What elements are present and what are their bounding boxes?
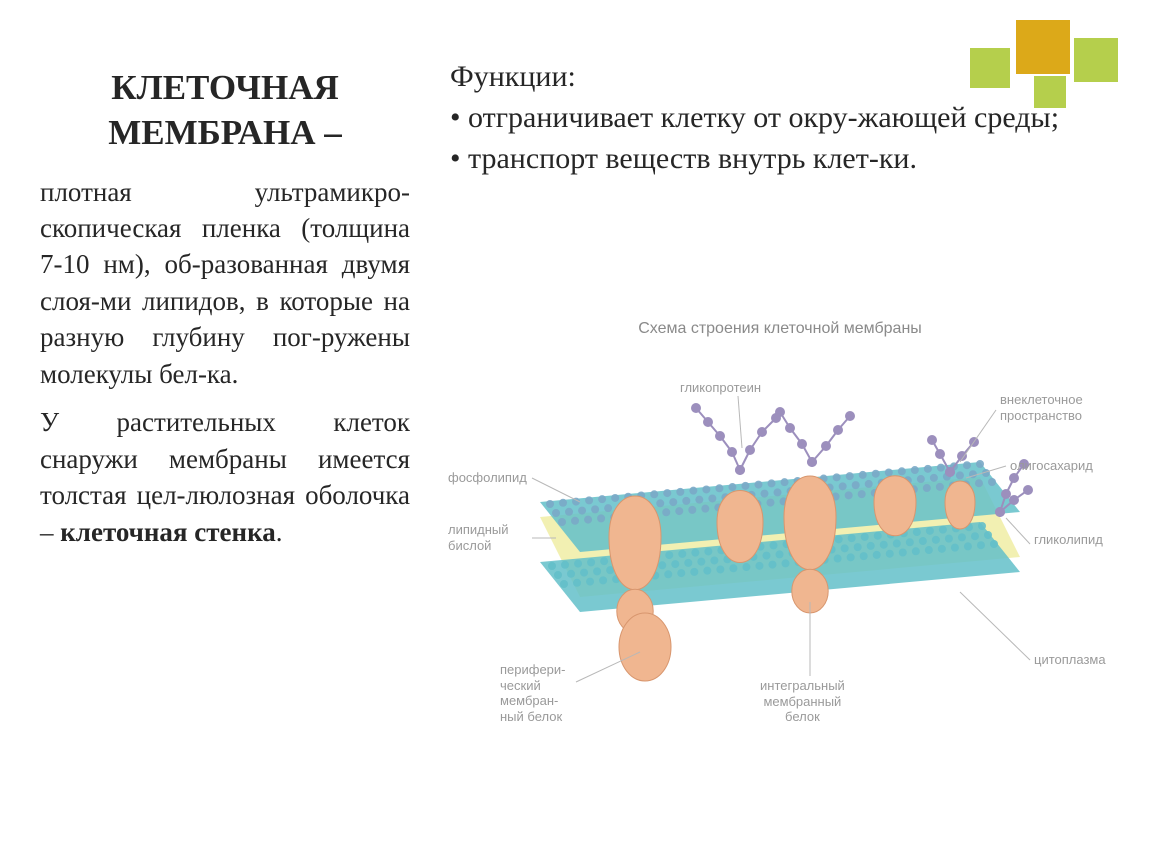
label-cytoplasm: цитоплазма: [1034, 652, 1106, 668]
diagram-container: Схема строения клеточной мембраны фосфол…: [440, 320, 1120, 760]
membrane-diagram: фосфолипид липидныйбислой гликопротеин в…: [440, 352, 1120, 752]
definition-p2: У растительных клеток снаружи мембраны и…: [40, 404, 410, 550]
bullet-1: • отграничивает клетку от окру-жающей ср…: [450, 98, 1110, 139]
diagram-title: Схема строения клеточной мембраны: [440, 320, 1120, 338]
right-column: Функции: • отграничивает клетку от окру-…: [450, 60, 1110, 179]
headline: КЛЕТОЧНАЯ МЕМБРАНА –: [40, 66, 410, 156]
label-peripheral: перифери-ческиймембран-ный белок: [500, 662, 566, 724]
p2-part-c: .: [276, 517, 283, 547]
functions-title: Функции:: [450, 60, 1110, 94]
label-bilayer: липидныйбислой: [448, 522, 509, 553]
label-ext-space: внеклеточноепространство: [1000, 392, 1083, 423]
definition-text: плотная ультрамикро-скопическая пленка (…: [40, 174, 410, 550]
bullet-2: • транспорт веществ внутрь клет-ки.: [450, 139, 1110, 180]
label-glycoprotein: гликопротеин: [680, 380, 761, 396]
label-oligosaccharide: олигосахарид: [1010, 458, 1093, 474]
label-glycolipid: гликолипид: [1034, 532, 1103, 548]
p2-part-b: клеточная стенка: [60, 517, 275, 547]
label-integral: интегральныймембранныйбелок: [760, 678, 845, 725]
functions-list: • отграничивает клетку от окру-жающей ср…: [450, 98, 1110, 179]
left-column: КЛЕТОЧНАЯ МЕМБРАНА – плотная ультрамикро…: [40, 66, 410, 562]
definition-p1: плотная ультрамикро-скопическая пленка (…: [40, 174, 410, 393]
label-phospholipid: фосфолипид: [448, 470, 527, 486]
